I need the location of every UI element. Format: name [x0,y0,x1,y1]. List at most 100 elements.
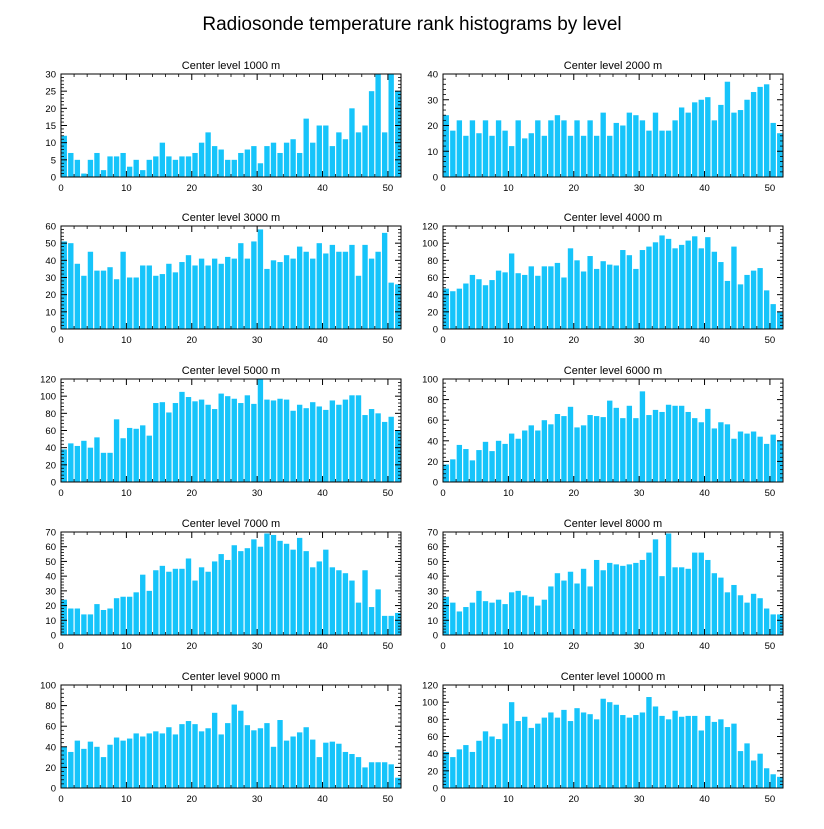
histogram-bar [535,605,541,635]
histogram-bar [737,110,744,177]
histogram-bar [580,568,587,635]
histogram-bar [626,717,633,788]
histogram-bar [218,554,224,635]
histogram-bar [296,152,303,177]
histogram-bar [283,399,290,482]
histogram-bar [574,120,580,177]
histogram-bar [672,567,678,635]
histogram-bar [120,152,126,177]
figure-title: Radiosonde temperature rank histograms b… [202,14,621,35]
histogram-bar [469,120,476,177]
histogram-bar [100,452,107,482]
histogram-bar [87,741,94,788]
histogram-bar [329,741,336,788]
x-tick-label: 0 [58,183,63,194]
histogram-bar [153,403,159,482]
histogram-bar [482,441,489,482]
histogram-bar [587,415,593,482]
histogram-bar [81,748,87,788]
histogram-bar [61,241,67,329]
y-tick-label: 40 [427,436,438,447]
histogram-bar [495,270,502,329]
histogram-bar [159,402,166,482]
histogram-bar [692,418,698,482]
histogram-bar [355,602,362,635]
histogram-bar [613,265,619,329]
histogram-bar [68,751,74,788]
y-tick-label: 80 [427,256,438,267]
histogram-bar [251,539,257,635]
histogram-bar [94,270,100,329]
x-tick-label: 20 [186,641,197,652]
panel-title: Center level 2000 m [564,60,662,72]
histogram-bar [74,740,81,788]
histogram-bar [172,734,179,788]
histogram-bar [316,561,322,635]
histogram-bar [316,406,322,482]
histogram-bar [87,251,94,329]
y-tick-label: 40 [45,443,56,454]
histogram-bar [450,459,456,482]
histogram-bar [388,74,394,177]
histogram-bar [198,258,205,329]
histogram-bar [179,262,185,329]
histogram-bar [770,614,776,635]
histogram-bar [567,248,574,329]
histogram-bar [283,740,290,788]
histogram-bar [489,135,495,177]
histogram-bar [705,97,711,177]
histogram-bar [456,444,463,482]
x-tick-label: 10 [503,335,514,346]
histogram-bar [381,762,388,788]
y-tick-label: 60 [45,542,56,553]
histogram-bar [705,559,711,635]
histogram-bar [185,156,192,177]
histogram-bar [593,719,600,788]
histogram-bar [698,422,704,482]
histogram-bar [633,715,639,788]
histogram-bar [620,565,626,635]
histogram-bar [205,265,211,329]
histogram-bar [535,723,541,789]
histogram-bar [133,277,139,329]
histogram-bar [469,602,476,635]
histogram-bar [626,255,633,329]
histogram-bar [620,418,626,482]
x-tick-label: 30 [634,641,645,652]
histogram-bar [718,422,724,482]
y-tick-label: 40 [427,70,438,81]
histogram-bar [692,552,698,635]
histogram-bar [238,152,244,177]
histogram-bar [198,399,205,482]
histogram-bar [737,595,744,635]
histogram-panel-1: Center level 1000 m 0 10 20 30 40 50 0 5 10 15 20 25… [45,60,402,194]
y-tick-label: 30 [427,95,438,106]
histogram-bar [652,112,659,178]
histogram-bar [574,583,580,635]
histogram-bar [593,559,600,635]
histogram-bar [652,539,659,635]
histogram-bar [757,86,763,178]
histogram-bar [659,576,665,635]
histogram-bar [153,156,159,177]
panel-title: Center level 6000 m [564,365,662,377]
y-tick-label: 60 [45,222,56,233]
histogram-bar [166,571,172,635]
histogram-bar [146,265,152,329]
y-tick-label: 40 [45,742,56,753]
histogram-bar [323,125,329,177]
histogram-bar [381,615,388,635]
histogram-bar [665,719,672,788]
histogram-bar [303,118,309,177]
histogram-bar [381,132,388,177]
histogram-bar [179,568,185,635]
histogram-bar [264,399,270,482]
panel-title: Center level 5000 m [182,365,280,377]
histogram-bar [166,156,172,177]
histogram-bar [290,139,296,177]
histogram-bar [388,282,394,329]
x-tick-label: 50 [765,488,776,499]
histogram-bar [159,142,166,177]
histogram-bar [166,412,172,482]
panel-title: Center level 9000 m [182,671,280,683]
